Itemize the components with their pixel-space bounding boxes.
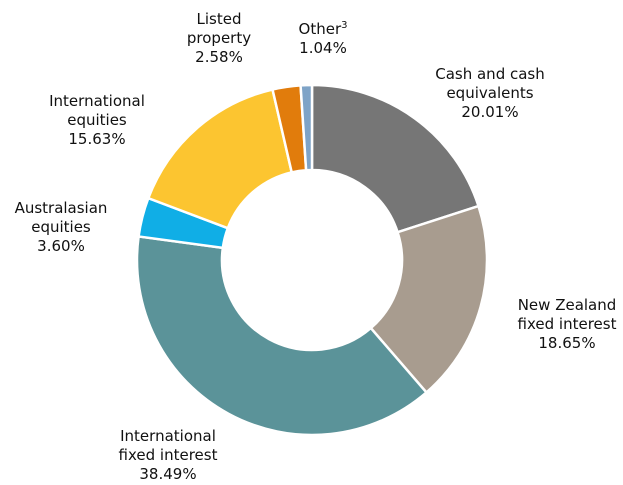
slice-international-equities: [146, 88, 294, 230]
slice-cash-and-cash-equivalents: [310, 83, 481, 234]
label-international-fixed-interest: International fixed interest 38.49%: [119, 427, 218, 483]
label-australasian-equities: Australasian equities 3.60%: [15, 199, 108, 255]
slice-other: [299, 83, 314, 172]
label-cash-and-cash-equivalents: Cash and cash equivalents 20.01%: [435, 65, 545, 121]
slices-group: [135, 83, 489, 437]
label-new-zealand-fixed-interest: New Zealand fixed interest 18.65%: [518, 296, 617, 352]
label-listed-property: Listed property 2.58%: [187, 10, 251, 66]
labels-group: Cash and cash equivalents 20.01% New Zealan…: [15, 10, 617, 483]
slice-new-zealand-fixed-interest: [369, 204, 489, 395]
label-other: Other3 1.04%: [299, 20, 348, 57]
label-international-equities: International equities 15.63%: [49, 92, 145, 148]
slice-international-fixed-interest: [135, 235, 429, 437]
